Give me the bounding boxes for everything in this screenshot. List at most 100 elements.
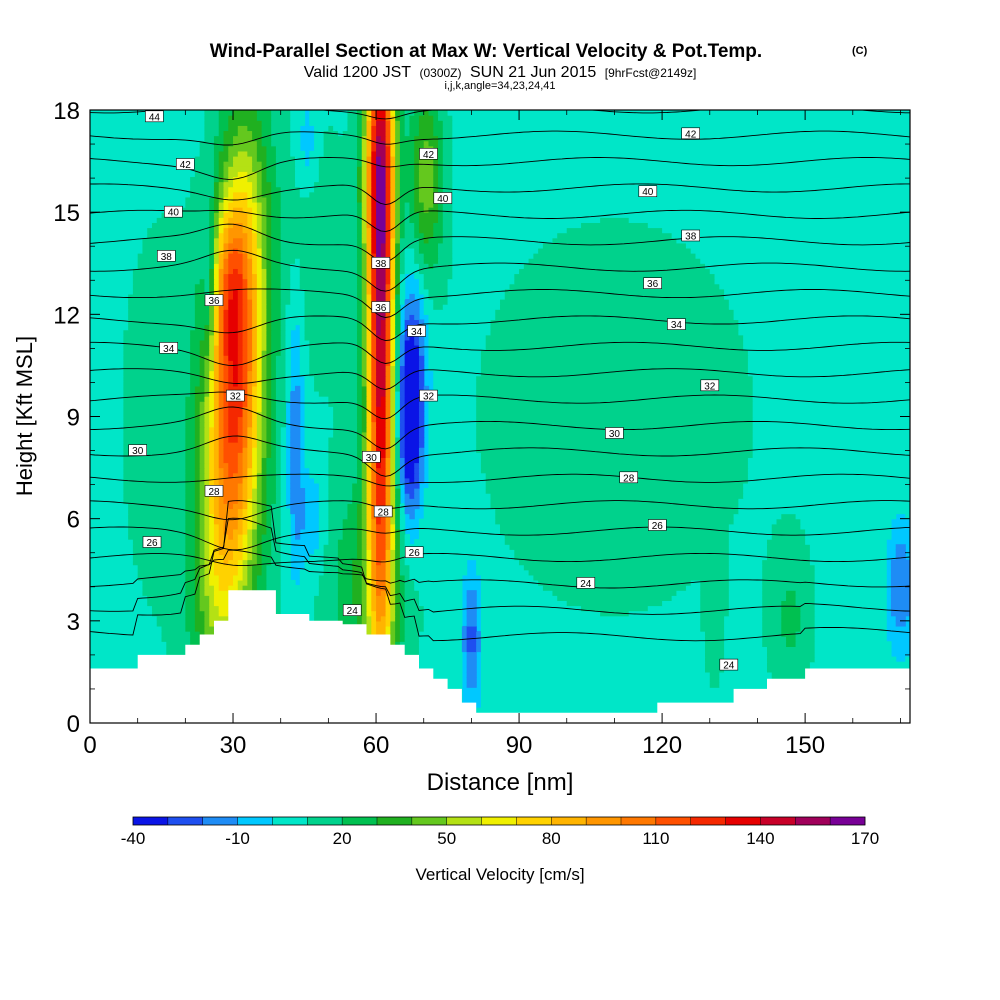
velocity-cell xyxy=(228,115,258,121)
velocity-cell xyxy=(376,375,387,382)
velocity-cell xyxy=(395,242,401,249)
velocity-cell xyxy=(275,431,282,438)
velocity-cell xyxy=(356,140,363,147)
velocity-cell xyxy=(161,636,191,642)
velocity-cell xyxy=(318,176,358,183)
velocity-cell xyxy=(252,498,258,504)
velocity-cell xyxy=(404,610,425,617)
velocity-cell xyxy=(242,462,248,469)
y-tick-label: 12 xyxy=(53,302,80,329)
velocity-cell xyxy=(209,212,215,218)
velocity-cell xyxy=(414,253,425,259)
velocity-cell xyxy=(271,523,282,530)
velocity-cell xyxy=(275,396,287,402)
velocity-cell xyxy=(247,503,253,510)
velocity-cell xyxy=(404,436,420,443)
velocity-cell xyxy=(557,232,673,239)
velocity-cell xyxy=(233,110,258,116)
velocity-cell xyxy=(390,477,396,484)
velocity-cell xyxy=(90,171,196,178)
velocity-cell xyxy=(356,442,363,448)
velocity-cell xyxy=(247,319,253,326)
velocity-cell xyxy=(275,161,296,167)
velocity-cell xyxy=(476,401,754,407)
velocity-cell xyxy=(385,283,391,290)
velocity-cell xyxy=(123,426,186,433)
velocity-cell xyxy=(366,472,372,479)
velocity-cell xyxy=(366,533,372,540)
velocity-cell xyxy=(252,314,258,321)
velocity-cell xyxy=(366,462,372,469)
svg-text:24: 24 xyxy=(347,606,359,617)
velocity-cell xyxy=(395,559,401,566)
velocity-cell xyxy=(814,651,892,658)
velocity-cell xyxy=(361,442,368,448)
velocity-cell xyxy=(90,544,134,550)
velocity-cell xyxy=(366,406,372,412)
velocity-cell xyxy=(366,150,372,157)
velocity-cell xyxy=(724,646,768,653)
velocity-cell xyxy=(228,273,244,280)
velocity-cell xyxy=(361,426,368,433)
velocity-cell xyxy=(800,518,892,525)
velocity-cell xyxy=(247,426,253,433)
velocity-cell xyxy=(709,268,910,275)
velocity-cell xyxy=(366,247,372,254)
velocity-cell xyxy=(438,110,449,116)
velocity-cell xyxy=(371,406,377,412)
velocity-cell xyxy=(190,186,215,193)
velocity-cell xyxy=(318,585,339,591)
velocity-cell xyxy=(209,324,215,331)
velocity-cell xyxy=(385,564,391,571)
velocity-cell xyxy=(247,360,253,367)
velocity-cell xyxy=(433,171,439,178)
velocity-cell xyxy=(361,334,368,341)
velocity-cell xyxy=(423,488,487,494)
velocity-cell xyxy=(223,222,229,229)
velocity-cell xyxy=(390,288,396,295)
velocity-cell xyxy=(728,304,910,310)
velocity-cell xyxy=(213,339,220,346)
velocity-cell xyxy=(252,212,258,218)
velocity-cell xyxy=(275,401,287,407)
colorbar-swatch xyxy=(690,817,726,825)
velocity-cell xyxy=(228,278,244,285)
velocity-cell xyxy=(242,539,248,545)
velocity-cell xyxy=(237,293,244,300)
velocity-cell xyxy=(385,161,391,167)
velocity-cell xyxy=(280,569,291,576)
velocity-cell xyxy=(213,513,220,520)
velocity-cell xyxy=(299,355,310,361)
velocity-cell xyxy=(266,253,272,259)
velocity-cell xyxy=(242,442,248,448)
velocity-cell xyxy=(218,539,239,545)
velocity-cell xyxy=(213,181,220,188)
velocity-cell xyxy=(376,539,387,545)
velocity-cell xyxy=(390,600,396,607)
velocity-cell xyxy=(390,605,396,612)
velocity-cell xyxy=(218,181,225,188)
velocity-cell xyxy=(90,482,124,489)
velocity-cell xyxy=(418,217,439,223)
velocity-cell xyxy=(266,155,277,162)
velocity-cell xyxy=(247,237,253,244)
velocity-cell xyxy=(213,304,220,310)
velocity-cell xyxy=(218,462,229,469)
velocity-cell xyxy=(433,120,444,126)
velocity-cell xyxy=(371,574,377,581)
velocity-cell xyxy=(390,360,396,367)
velocity-cell xyxy=(395,125,401,132)
velocity-cell xyxy=(690,247,910,254)
velocity-cell xyxy=(280,207,358,213)
velocity-cell xyxy=(266,150,277,157)
velocity-cell xyxy=(404,508,415,515)
velocity-cell xyxy=(228,232,248,239)
velocity-cell xyxy=(700,615,725,622)
velocity-cell xyxy=(252,569,263,576)
velocity-cell xyxy=(466,641,477,647)
velocity-cell xyxy=(356,299,363,305)
velocity-cell xyxy=(242,309,248,315)
velocity-cell xyxy=(194,467,201,474)
velocity-cell xyxy=(328,488,353,494)
velocity-cell xyxy=(194,442,201,448)
